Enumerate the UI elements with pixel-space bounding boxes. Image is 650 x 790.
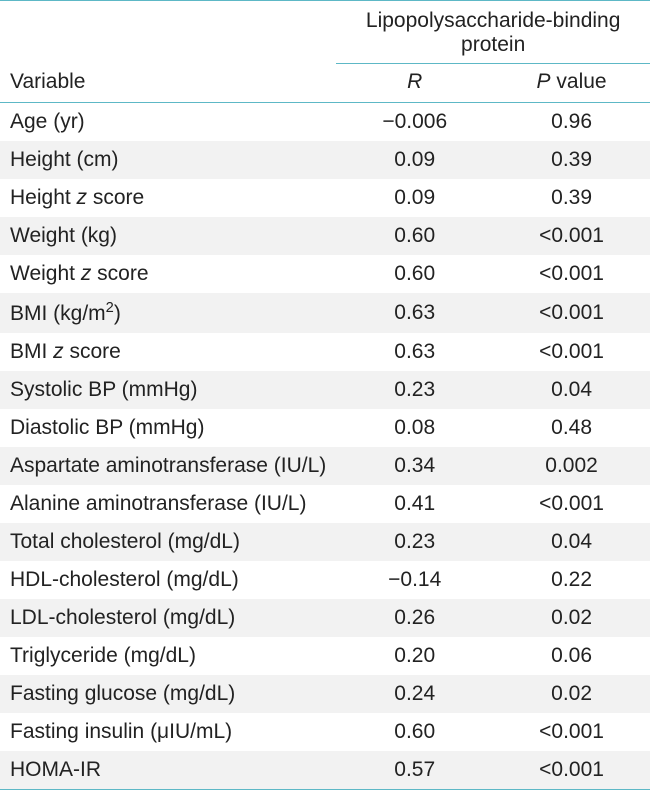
cell-p: 0.96 [493, 103, 650, 142]
cell-variable: Age (yr) [0, 103, 336, 142]
cell-r: 0.09 [336, 141, 493, 179]
table-row: HDL-cholesterol (mg/dL)−0.140.22 [0, 561, 650, 599]
col-header-super: Lipopolysaccharide-binding protein [336, 1, 650, 64]
cell-r: 0.20 [336, 637, 493, 675]
table-row: BMI z score0.63<0.001 [0, 333, 650, 371]
cell-p: 0.02 [493, 675, 650, 713]
cell-p: <0.001 [493, 713, 650, 751]
cell-p: <0.001 [493, 751, 650, 790]
table-row: Age (yr)−0.0060.96 [0, 103, 650, 142]
cell-variable: HOMA-IR [0, 751, 336, 790]
table-row: Fasting glucose (mg/dL)0.240.02 [0, 675, 650, 713]
table-row: Total cholesterol (mg/dL)0.230.04 [0, 523, 650, 561]
correlation-table-wrap: Variable Lipopolysaccharide-binding prot… [0, 0, 650, 790]
cell-p: 0.06 [493, 637, 650, 675]
cell-p: 0.22 [493, 561, 650, 599]
table-row: Aspartate aminotransferase (IU/L)0.340.0… [0, 447, 650, 485]
table-row: Height (cm)0.090.39 [0, 141, 650, 179]
table-row: Alanine aminotransferase (IU/L)0.41<0.00… [0, 485, 650, 523]
cell-r: 0.34 [336, 447, 493, 485]
cell-p: 0.48 [493, 409, 650, 447]
table-row: Triglyceride (mg/dL)0.200.06 [0, 637, 650, 675]
cell-variable: Height (cm) [0, 141, 336, 179]
cell-variable: Weight (kg) [0, 217, 336, 255]
cell-p: <0.001 [493, 217, 650, 255]
cell-variable: Weight z score [0, 255, 336, 293]
table-row: BMI (kg/m2)0.63<0.001 [0, 293, 650, 333]
cell-r: 0.57 [336, 751, 493, 790]
cell-variable: Alanine aminotransferase (IU/L) [0, 485, 336, 523]
cell-p: <0.001 [493, 333, 650, 371]
cell-r: 0.09 [336, 179, 493, 217]
cell-r: −0.14 [336, 561, 493, 599]
col-header-variable: Variable [0, 1, 336, 103]
cell-variable: LDL-cholesterol (mg/dL) [0, 599, 336, 637]
cell-r: 0.23 [336, 523, 493, 561]
cell-p: 0.39 [493, 141, 650, 179]
cell-variable: BMI (kg/m2) [0, 293, 336, 333]
cell-p: 0.002 [493, 447, 650, 485]
table-row: Weight z score0.60<0.001 [0, 255, 650, 293]
cell-p: 0.04 [493, 523, 650, 561]
col-header-r: R [336, 64, 493, 103]
cell-variable: Systolic BP (mmHg) [0, 371, 336, 409]
col-header-p: P value [493, 64, 650, 103]
cell-variable: HDL-cholesterol (mg/dL) [0, 561, 336, 599]
cell-r: 0.60 [336, 217, 493, 255]
cell-r: 0.41 [336, 485, 493, 523]
cell-p: <0.001 [493, 255, 650, 293]
cell-variable: Total cholesterol (mg/dL) [0, 523, 336, 561]
table-row: Diastolic BP (mmHg)0.080.48 [0, 409, 650, 447]
cell-r: 0.08 [336, 409, 493, 447]
cell-r: 0.26 [336, 599, 493, 637]
cell-variable: BMI z score [0, 333, 336, 371]
table-row: HOMA-IR0.57<0.001 [0, 751, 650, 790]
cell-p: <0.001 [493, 485, 650, 523]
correlation-table: Variable Lipopolysaccharide-binding prot… [0, 0, 650, 790]
table-body: Age (yr)−0.0060.96Height (cm)0.090.39Hei… [0, 103, 650, 790]
cell-r: 0.24 [336, 675, 493, 713]
cell-p: <0.001 [493, 293, 650, 333]
cell-variable: Triglyceride (mg/dL) [0, 637, 336, 675]
cell-p: 0.04 [493, 371, 650, 409]
cell-r: 0.23 [336, 371, 493, 409]
table-row: Systolic BP (mmHg)0.230.04 [0, 371, 650, 409]
cell-r: −0.006 [336, 103, 493, 142]
cell-r: 0.63 [336, 333, 493, 371]
table-row: Height z score0.090.39 [0, 179, 650, 217]
cell-variable: Aspartate aminotransferase (IU/L) [0, 447, 336, 485]
cell-variable: Diastolic BP (mmHg) [0, 409, 336, 447]
cell-r: 0.60 [336, 255, 493, 293]
cell-variable: Height z score [0, 179, 336, 217]
cell-r: 0.63 [336, 293, 493, 333]
table-row: Fasting insulin (μIU/mL)0.60<0.001 [0, 713, 650, 751]
cell-variable: Fasting glucose (mg/dL) [0, 675, 336, 713]
cell-variable: Fasting insulin (μIU/mL) [0, 713, 336, 751]
table-row: LDL-cholesterol (mg/dL)0.260.02 [0, 599, 650, 637]
cell-r: 0.60 [336, 713, 493, 751]
cell-p: 0.39 [493, 179, 650, 217]
table-row: Weight (kg)0.60<0.001 [0, 217, 650, 255]
cell-p: 0.02 [493, 599, 650, 637]
